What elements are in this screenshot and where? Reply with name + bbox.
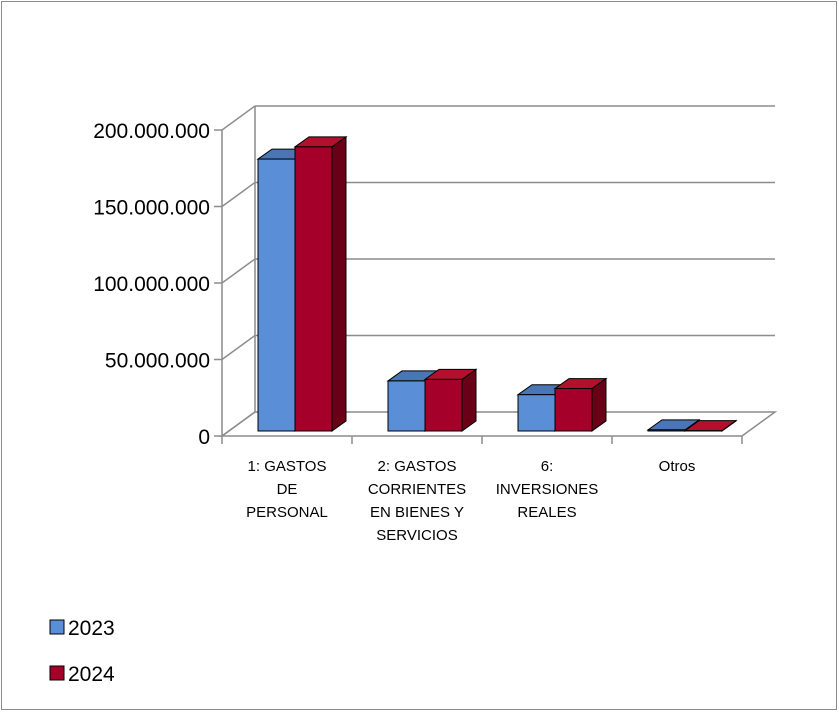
gridline-diagonal bbox=[221, 334, 256, 361]
gridline-diagonal bbox=[221, 258, 256, 284]
x-tick-label: DE bbox=[277, 481, 298, 498]
gridline-diagonal bbox=[221, 411, 256, 437]
bar bbox=[554, 388, 593, 432]
y-tick-label: 150.000.000 bbox=[93, 197, 210, 220]
x-tick-label: REALES bbox=[517, 504, 576, 521]
x-tick-label: Otros bbox=[659, 458, 696, 475]
x-tick-label: SERVICIOS bbox=[376, 527, 457, 544]
bar bbox=[257, 158, 296, 432]
legend-swatch bbox=[49, 665, 65, 681]
x-tick-label: PERSONAL bbox=[246, 504, 328, 521]
bars bbox=[256, 135, 738, 432]
legend-label: 2024 bbox=[68, 663, 115, 686]
bar bbox=[517, 394, 556, 432]
legend-swatch bbox=[49, 619, 65, 635]
y-tick-label: 200.000.000 bbox=[93, 120, 210, 143]
y-tick-label: 100.000.000 bbox=[93, 273, 210, 296]
legend-label: 2023 bbox=[68, 617, 115, 640]
x-tick-label: CORRIENTES bbox=[368, 481, 466, 498]
bar-side bbox=[331, 135, 347, 432]
bar bbox=[294, 146, 333, 432]
bar bbox=[387, 380, 426, 432]
x-tick-label: EN BIENES Y bbox=[370, 504, 464, 521]
bar-side bbox=[461, 368, 477, 432]
bar bbox=[647, 429, 686, 432]
x-tick-label: 1: GASTOS bbox=[248, 458, 327, 475]
bar bbox=[424, 378, 463, 432]
y-tick-label: 0 bbox=[198, 426, 210, 449]
x-tick-label: 2: GASTOS bbox=[378, 458, 457, 475]
gridline-diagonal bbox=[221, 105, 256, 131]
legend: 2023 2024 bbox=[49, 617, 115, 686]
y-axis-ticks: 0 50.000.000 100.000.000 150.000.000 200.000… bbox=[93, 120, 743, 449]
x-tick-label: 6: bbox=[541, 458, 554, 475]
y-tick-label: 50.000.000 bbox=[105, 350, 210, 373]
x-tick-label: INVERSIONES bbox=[496, 481, 599, 498]
x-axis-labels: 1: GASTOS DE PERSONAL 2: GASTOS CORRIENTES EN… bbox=[246, 458, 695, 544]
gridline-diagonal bbox=[221, 181, 256, 208]
